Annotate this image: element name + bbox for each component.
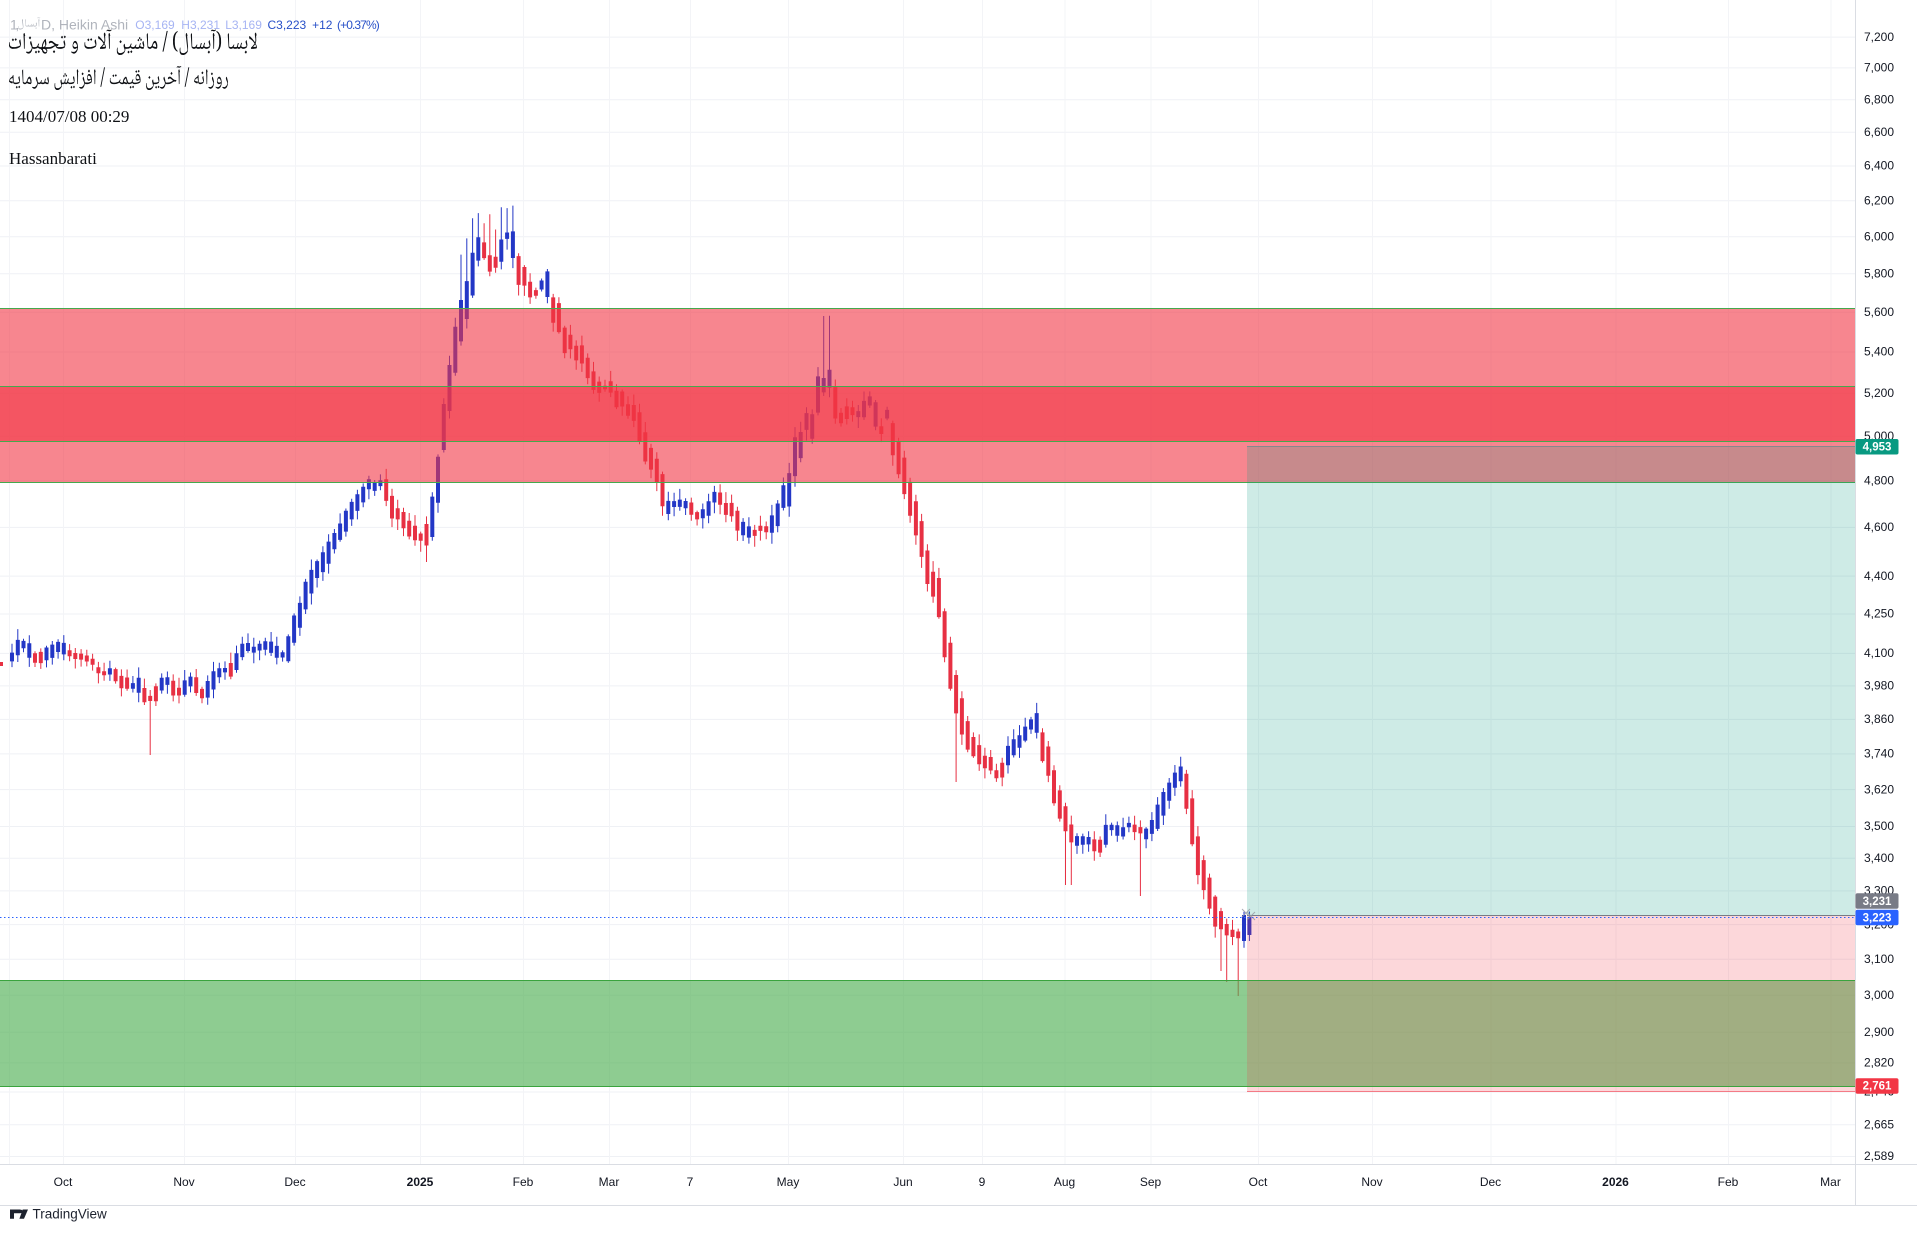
svg-text:2,761: 2,761 [1863, 1081, 1892, 1093]
svg-text:Oct: Oct [1249, 1175, 1268, 1189]
svg-text:O3,169: O3,169 [135, 18, 175, 32]
svg-text:Mar: Mar [1820, 1175, 1841, 1189]
svg-text:4,953: 4,953 [1863, 442, 1892, 454]
svg-text:Feb: Feb [513, 1175, 534, 1189]
svg-text:3,000: 3,000 [1864, 988, 1894, 1002]
svg-text:3,223: 3,223 [1863, 912, 1892, 924]
svg-text:Feb: Feb [1718, 1175, 1739, 1189]
svg-text:Jun: Jun [893, 1175, 912, 1189]
svg-text:6,800: 6,800 [1864, 92, 1894, 106]
svg-text:5,400: 5,400 [1864, 345, 1894, 359]
svg-text:2,665: 2,665 [1864, 1118, 1894, 1132]
svg-text:2,820: 2,820 [1864, 1056, 1894, 1070]
svg-text:5,200: 5,200 [1864, 386, 1894, 400]
svg-text:Mar: Mar [599, 1175, 620, 1189]
svg-text:(+0.37%): (+0.37%) [337, 18, 380, 32]
svg-text:Dec: Dec [1480, 1175, 1501, 1189]
svg-text:5,600: 5,600 [1864, 305, 1894, 319]
svg-text:6,400: 6,400 [1864, 159, 1894, 173]
svg-text:Dec: Dec [284, 1175, 305, 1189]
svg-text:5,800: 5,800 [1864, 267, 1894, 281]
svg-text:C3,223: C3,223 [268, 18, 307, 32]
svg-text:6,200: 6,200 [1864, 194, 1894, 208]
svg-text:3,980: 3,980 [1864, 679, 1894, 693]
svg-text:+12: +12 [312, 18, 333, 32]
svg-text:3,100: 3,100 [1864, 952, 1894, 966]
svg-text:3,231: 3,231 [1863, 896, 1892, 908]
svg-text:TradingView: TradingView [33, 1207, 108, 1222]
svg-text:Hassanbarati: Hassanbarati [9, 149, 97, 168]
svg-text:6,000: 6,000 [1864, 229, 1894, 243]
svg-text:2,589: 2,589 [1864, 1149, 1894, 1163]
svg-text:,: , [15, 17, 19, 33]
svg-text:Oct: Oct [54, 1175, 73, 1189]
svg-text:Nov: Nov [1361, 1175, 1382, 1189]
svg-text:4,400: 4,400 [1864, 569, 1894, 583]
svg-text:H3,231: H3,231 [181, 18, 220, 32]
svg-text:9: 9 [979, 1175, 986, 1189]
svg-text:Sep: Sep [1140, 1175, 1162, 1189]
svg-text:Aug: Aug [1054, 1175, 1075, 1189]
svg-text:1: 1 [10, 17, 18, 33]
svg-text:7,200: 7,200 [1864, 30, 1894, 44]
svg-text:2025: 2025 [407, 1175, 434, 1189]
svg-text:2,900: 2,900 [1864, 1025, 1894, 1039]
svg-text:2026: 2026 [1602, 1175, 1629, 1189]
svg-text:4,250: 4,250 [1864, 607, 1894, 621]
svg-text:4,100: 4,100 [1864, 646, 1894, 660]
svg-text:May: May [777, 1175, 800, 1189]
svg-text:3,860: 3,860 [1864, 712, 1894, 726]
svg-text:3,740: 3,740 [1864, 747, 1894, 761]
svg-text:3,620: 3,620 [1864, 782, 1894, 796]
svg-text:7,000: 7,000 [1864, 61, 1894, 75]
svg-text:3,400: 3,400 [1864, 851, 1894, 865]
svg-text:7: 7 [687, 1175, 694, 1189]
svg-text:Nov: Nov [173, 1175, 194, 1189]
svg-text:4,800: 4,800 [1864, 474, 1894, 488]
svg-text:4,600: 4,600 [1864, 520, 1894, 534]
svg-text:D, Heikin Ashi: D, Heikin Ashi [41, 17, 128, 33]
svg-text:1404/07/08 00:29: 1404/07/08 00:29 [9, 107, 129, 126]
svg-text:L3,169: L3,169 [225, 18, 262, 32]
svg-text:6,600: 6,600 [1864, 125, 1894, 139]
svg-text:3,500: 3,500 [1864, 819, 1894, 833]
